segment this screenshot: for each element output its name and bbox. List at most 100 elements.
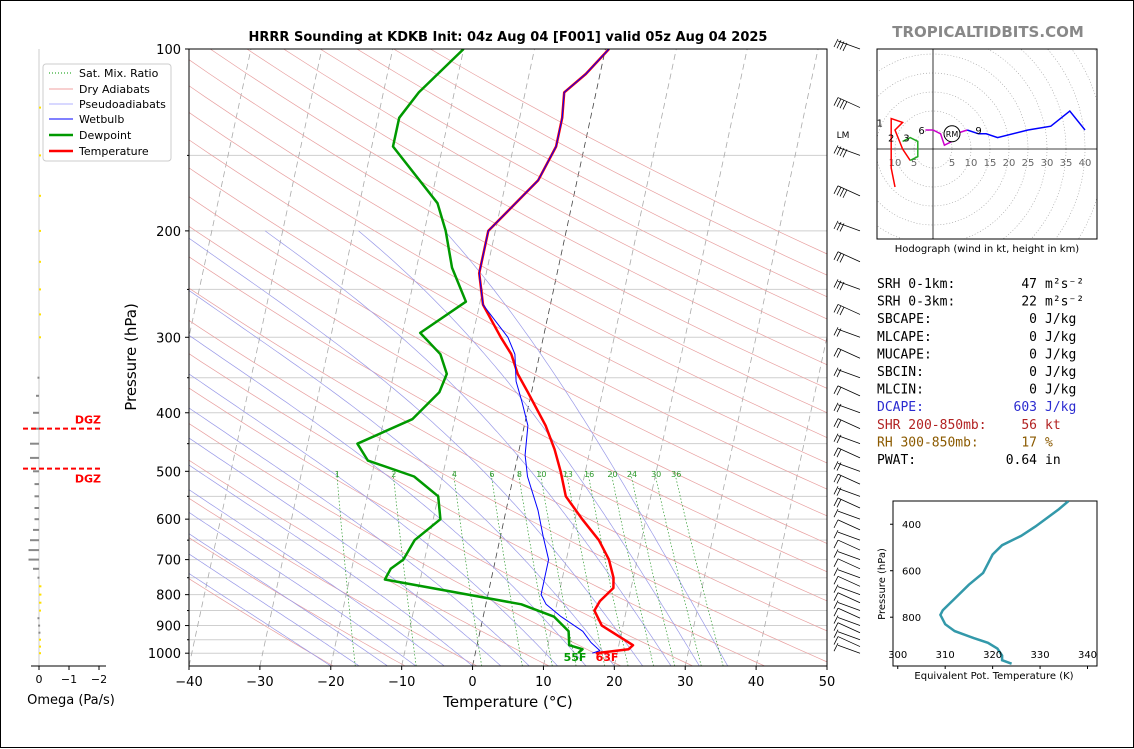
- wind-barb-flag: [834, 252, 838, 260]
- mixing-ratio-label: 36: [671, 470, 681, 479]
- omega-tick-label: −2: [91, 673, 107, 686]
- hodograph-height-label: 6: [918, 126, 924, 137]
- wind-barb-flag: [834, 98, 838, 106]
- omega-bar: [38, 617, 40, 619]
- omega-tick-label: −1: [61, 673, 77, 686]
- mixing-ratio-label: 30: [651, 470, 661, 479]
- y-tick-label: 900: [156, 620, 181, 635]
- theta-e-x-tick-label: 330: [1031, 650, 1050, 661]
- wind-barb: [838, 570, 860, 578]
- index-unit: J/kg: [1045, 347, 1076, 362]
- x-tick-label: 40: [748, 675, 765, 690]
- index-label: DCAPE:: [877, 400, 924, 415]
- wind-barb-flag: [834, 616, 838, 624]
- omega-bar: [33, 412, 39, 414]
- index-label: PWAT:: [877, 453, 916, 468]
- hodograph-height-label: 3: [903, 134, 909, 145]
- omega-bar: [38, 577, 40, 579]
- wind-barb-flag: [834, 643, 838, 651]
- wind-barb-flag: [837, 350, 841, 358]
- pseudoadiabat-line: [1, 231, 473, 666]
- skewt-x-axis-label: Temperature (°C): [442, 693, 572, 711]
- x-tick-label: −30: [246, 675, 273, 690]
- hodograph-background: [877, 49, 1097, 239]
- wind-barb-flag: [834, 279, 838, 287]
- skewt-title: HRRR Sounding at KDKB Init: 04z Aug 04 […: [249, 30, 768, 45]
- omega-bar: [38, 625, 40, 627]
- index-label: SRH 0-3km:: [877, 295, 955, 310]
- omega-bar: [35, 483, 40, 485]
- omega-bar: [30, 457, 39, 459]
- index-value: 47: [1021, 277, 1037, 292]
- index-unit: m²s⁻²: [1045, 277, 1084, 292]
- x-tick-label: 20: [606, 675, 623, 690]
- wind-barb: [838, 405, 860, 413]
- mixing-ratio-label: 24: [627, 470, 637, 479]
- mixing-ratio-label: 16: [584, 470, 594, 479]
- mixing-ratio-label: 13: [563, 470, 573, 479]
- wind-barb-flag: [834, 368, 838, 376]
- hodograph-ring-label: 10: [965, 158, 978, 169]
- wind-barb: [838, 559, 860, 569]
- theta-e-x-tick-label: 320: [983, 650, 1002, 661]
- skewt-y-axis-label: Pressure (hPa): [122, 303, 140, 411]
- wind-barb-flag: [837, 387, 841, 395]
- omega-bar: [39, 652, 41, 654]
- index-value: 0: [1029, 330, 1037, 345]
- wind-barb: [838, 436, 860, 444]
- surface-temperature-label: 63F: [596, 651, 619, 664]
- wind-barb-flag: [834, 498, 838, 506]
- mixing-ratio-line: [337, 471, 356, 666]
- wind-barb: [838, 632, 860, 640]
- theta-e-x-tick-label: 310: [936, 650, 955, 661]
- index-value: 22: [1021, 295, 1037, 310]
- wind-barb-flag: [843, 190, 847, 198]
- wind-barb-flag: [840, 188, 844, 196]
- wind-barb-flag: [843, 43, 847, 51]
- mixing-ratio-label: 4: [452, 470, 457, 479]
- isotherm-line: [685, 49, 818, 666]
- omega-bar: [35, 507, 40, 509]
- wind-barb-flag: [837, 253, 841, 261]
- mixing-ratio-label: 6: [489, 470, 494, 479]
- index-row: RH 300-850mb:17%: [877, 435, 1053, 450]
- storm-motion-label: RM: [946, 130, 959, 139]
- wind-barb: [838, 532, 860, 540]
- mixing-ratio-label: 8: [517, 470, 522, 479]
- omega-bar: [39, 313, 41, 315]
- surface-dewpoint-label: 55F: [564, 651, 587, 664]
- wind-barb-flag: [843, 101, 847, 109]
- hodograph-ring-label: 35: [1060, 158, 1073, 169]
- x-tick-label: −10: [388, 675, 415, 690]
- wind-barb-flag: [834, 348, 838, 356]
- wind-barb-flag: [834, 509, 838, 517]
- x-tick-label: −40: [175, 675, 202, 690]
- legend-entry: Dry Adiabats: [79, 83, 150, 96]
- y-tick-label: 300: [156, 331, 181, 346]
- wind-barb: [838, 511, 860, 519]
- index-value: 17: [1021, 435, 1037, 450]
- wind-barb-flag: [834, 474, 838, 482]
- x-tick-label: 0: [468, 675, 476, 690]
- wind-barb: [838, 593, 860, 603]
- isotherm-line: [614, 49, 747, 666]
- omega-bar: [33, 470, 39, 472]
- wind-barb: [838, 540, 860, 550]
- wind-barb-flag: [840, 307, 844, 315]
- lm-label: LM: [837, 131, 850, 141]
- omega-bar: [39, 602, 41, 604]
- omega-bar: [36, 395, 39, 397]
- pseudoadiabat-line: [265, 231, 671, 666]
- y-tick-label: 400: [156, 407, 181, 422]
- y-tick-label: 500: [156, 465, 181, 480]
- index-unit: J/kg: [1045, 383, 1076, 398]
- skewt-legend: Sat. Mix. Ratio Dry Adiabats Pseudoadiab…: [43, 64, 171, 161]
